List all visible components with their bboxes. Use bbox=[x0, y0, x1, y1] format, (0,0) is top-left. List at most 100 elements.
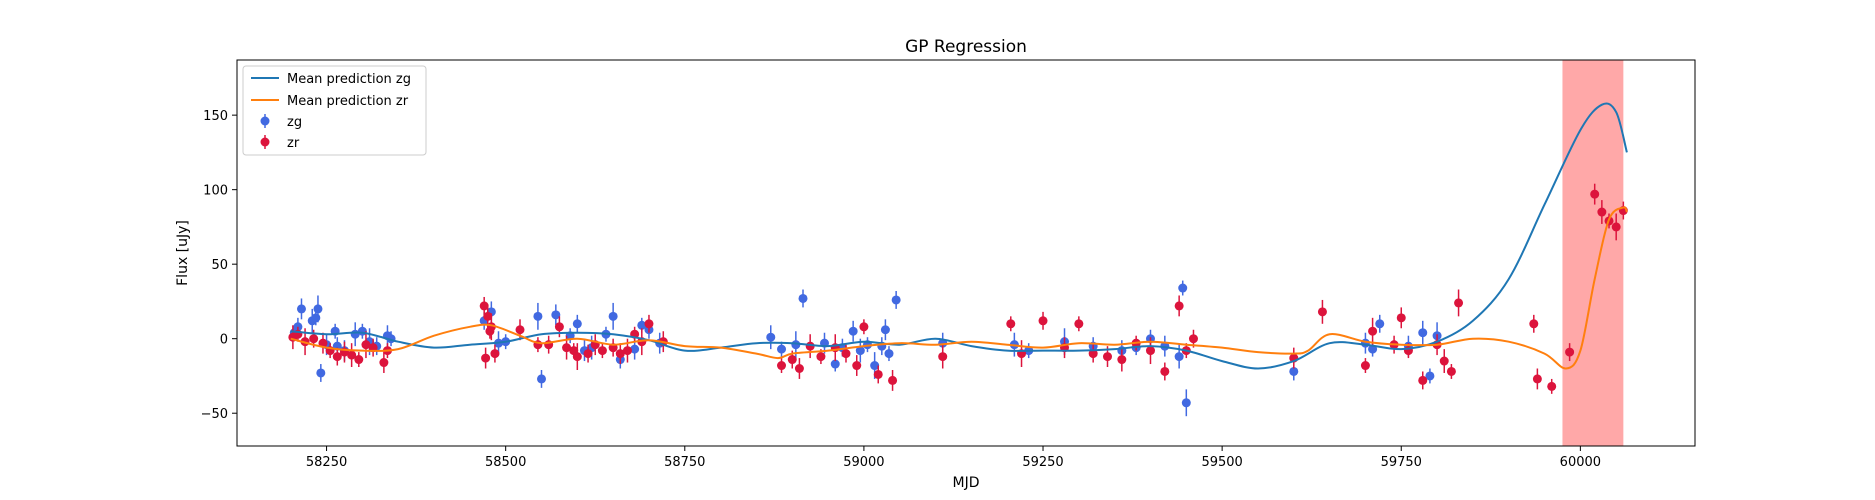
zg-point bbox=[551, 310, 561, 320]
zr-point bbox=[1454, 298, 1464, 308]
zr-point bbox=[1174, 301, 1184, 311]
zg-point bbox=[1289, 366, 1299, 376]
zr-point bbox=[1529, 319, 1539, 329]
zr-point bbox=[1418, 375, 1428, 385]
zr-point bbox=[379, 358, 389, 368]
zr-point bbox=[1611, 222, 1621, 232]
zg-point bbox=[891, 295, 901, 305]
zr-point bbox=[1074, 319, 1084, 329]
y-tick-label: −50 bbox=[201, 407, 228, 422]
highlight-region bbox=[1562, 60, 1624, 446]
zg-point bbox=[296, 304, 306, 314]
zr-point bbox=[794, 364, 804, 374]
zr-point bbox=[309, 334, 319, 344]
zg-point bbox=[777, 344, 787, 354]
zg-point bbox=[533, 311, 543, 321]
zg-point bbox=[536, 374, 546, 384]
legend-label-zg: zg bbox=[287, 115, 302, 130]
zr-point bbox=[332, 352, 342, 362]
zr-point bbox=[318, 338, 328, 348]
x-axis: 58250 58500 58750 59000 59250 59500 59750 60000 bbox=[306, 446, 1601, 470]
zr-point bbox=[888, 375, 898, 385]
zr-point bbox=[1038, 316, 1048, 326]
zr-point bbox=[1396, 313, 1406, 323]
zr-point bbox=[1117, 355, 1127, 365]
zg-point bbox=[313, 304, 323, 314]
zr-point bbox=[562, 343, 572, 353]
zr-point bbox=[777, 361, 787, 371]
zr-point bbox=[1532, 374, 1542, 384]
zr-point bbox=[583, 349, 593, 359]
zg-point bbox=[766, 332, 776, 342]
y-tick-label: 0 bbox=[220, 333, 228, 348]
zr-point bbox=[859, 322, 869, 332]
zr-point bbox=[481, 353, 491, 363]
zr-point bbox=[490, 349, 500, 359]
zg-point bbox=[1174, 352, 1184, 362]
legend-label-mean-zg: Mean prediction zg bbox=[287, 72, 411, 87]
zg-point bbox=[884, 349, 894, 359]
zr-point bbox=[1006, 319, 1016, 329]
y-tick-label: 100 bbox=[203, 184, 228, 199]
zg-point bbox=[880, 325, 890, 335]
x-tick-label: 58500 bbox=[485, 455, 526, 470]
zr-point bbox=[1145, 346, 1155, 356]
zg-point bbox=[608, 311, 618, 321]
zg-point bbox=[830, 359, 840, 369]
plot-area bbox=[288, 60, 1628, 446]
legend-label-zr: zr bbox=[287, 136, 300, 151]
zr-point bbox=[841, 349, 851, 359]
legend-marker-zr bbox=[260, 137, 270, 147]
zr-point bbox=[816, 352, 826, 362]
legend: Mean prediction zg Mean prediction zr zg… bbox=[242, 65, 427, 156]
zr-point bbox=[554, 322, 564, 332]
zr-point bbox=[1446, 366, 1456, 376]
zr-point bbox=[787, 355, 797, 365]
zg-point bbox=[848, 326, 858, 336]
zr-point bbox=[1547, 381, 1557, 391]
zg-point bbox=[630, 344, 640, 354]
zg-point bbox=[1425, 371, 1435, 381]
zr-point bbox=[354, 355, 364, 365]
x-tick-label: 58250 bbox=[306, 455, 347, 470]
chart-title: GP Regression bbox=[905, 37, 1027, 57]
zr-point bbox=[615, 349, 625, 359]
zg-point bbox=[572, 319, 582, 329]
x-tick-label: 59750 bbox=[1381, 455, 1422, 470]
zr-point bbox=[361, 340, 371, 350]
zr-point bbox=[597, 346, 607, 356]
zr-point bbox=[1360, 361, 1370, 371]
zg-point bbox=[637, 320, 647, 330]
zg-point bbox=[870, 361, 880, 371]
x-tick-label: 59250 bbox=[1022, 455, 1063, 470]
x-tick-label: 60000 bbox=[1560, 455, 1601, 470]
zr-point bbox=[1565, 347, 1575, 357]
y-tick-label: 50 bbox=[211, 258, 228, 273]
mean-prediction-line-zg bbox=[290, 102, 1628, 370]
zr-point bbox=[1088, 349, 1098, 359]
plot-frame bbox=[236, 59, 1696, 447]
zr-point bbox=[1103, 352, 1113, 362]
zr-point bbox=[1590, 189, 1600, 199]
mean-prediction-line-zr bbox=[290, 206, 1628, 370]
zg-point bbox=[1375, 319, 1385, 329]
zr-point bbox=[347, 350, 357, 360]
zr-point bbox=[572, 352, 582, 362]
x-axis-label: MJD bbox=[953, 475, 980, 491]
zr-point bbox=[479, 301, 489, 311]
legend-box bbox=[242, 65, 427, 156]
zr-point bbox=[852, 361, 862, 371]
zr-point bbox=[644, 319, 654, 329]
zr-point bbox=[873, 369, 883, 379]
y-axis: −50 0 50 100 150 bbox=[201, 109, 237, 422]
zr-point bbox=[1597, 207, 1607, 217]
x-tick-label: 58750 bbox=[664, 455, 705, 470]
zg-point bbox=[798, 293, 808, 303]
zg-point bbox=[311, 313, 321, 323]
zg-point bbox=[316, 368, 326, 378]
zg-point bbox=[1178, 283, 1188, 293]
x-tick-label: 59500 bbox=[1201, 455, 1242, 470]
x-tick-label: 59000 bbox=[843, 455, 884, 470]
zr-point bbox=[515, 325, 525, 335]
